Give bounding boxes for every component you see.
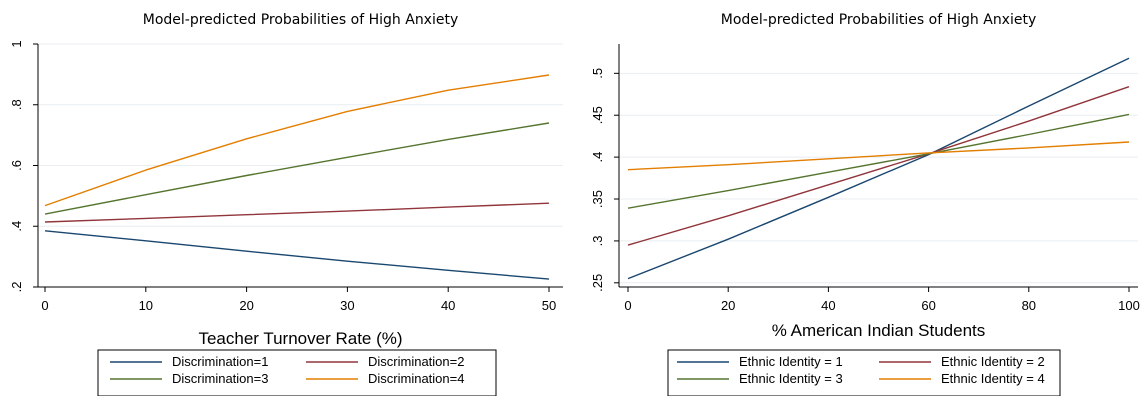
- legend-label-4: Discrimination=4: [368, 371, 464, 386]
- series-line-2: [44, 202, 550, 223]
- y-tick-label: .25: [590, 274, 605, 292]
- y-tick-label: .4: [590, 152, 605, 163]
- y-tick-label: .45: [590, 106, 605, 124]
- y-tick-label: .5: [590, 68, 605, 79]
- x-tick-label: 80: [1022, 298, 1036, 313]
- legend-box: [97, 349, 497, 397]
- legend-label-1: Ethnic Identity = 1: [739, 354, 843, 369]
- series-line-1: [627, 57, 1130, 280]
- y-tick-label: .35: [590, 190, 605, 208]
- chart-title: Model-predicted Probabilities of High An…: [721, 12, 1037, 28]
- legend-label-3: Ethnic Identity = 3: [739, 371, 843, 386]
- chart-title: Model-predicted Probabilities of High An…: [143, 12, 459, 28]
- legend: Ethnic Identity = 1 Ethnic Identity = 2 Et…: [667, 349, 1061, 397]
- x-tick-label: 40: [821, 298, 835, 313]
- x-tick-label: 20: [239, 298, 253, 313]
- legend-label-3: Discrimination=3: [172, 371, 268, 386]
- series-line-3: [627, 113, 1130, 209]
- x-tick-label: 40: [441, 298, 455, 313]
- x-tick-label: 0: [624, 298, 631, 313]
- series-line-3: [44, 122, 550, 215]
- x-tick-label: 20: [721, 298, 735, 313]
- x-tick-label: 0: [41, 298, 48, 313]
- series-line-2: [627, 86, 1130, 246]
- x-tick-label: 30: [340, 298, 354, 313]
- legend-label-2: Ethnic Identity = 2: [941, 354, 1045, 369]
- legend-box: [667, 349, 1061, 397]
- legend-label-2: Discrimination=2: [368, 354, 464, 369]
- y-tick-label: .4: [9, 221, 24, 232]
- legend-label-4: Ethnic Identity = 4: [941, 371, 1045, 386]
- series-line-4: [44, 74, 550, 207]
- y-tick-label: .3: [590, 235, 605, 246]
- chart-panel-2: Model-predicted Probabilities of High An…: [590, 12, 1140, 397]
- y-tick-label: .6: [9, 160, 24, 171]
- legend: Discrimination=1 Discrimination=2 Discrimi…: [97, 349, 497, 397]
- y-tick-label: .8: [9, 99, 24, 110]
- x-tick-label: 50: [542, 298, 556, 313]
- x-tick-label: 10: [139, 298, 153, 313]
- series-line-1: [44, 230, 550, 280]
- x-axis-label: % American Indian Students: [772, 321, 986, 340]
- x-tick-label: 100: [1118, 298, 1140, 313]
- chart-panel-1: Model-predicted Probabilities of High An…: [9, 12, 563, 397]
- legend-label-1: Discrimination=1: [172, 354, 268, 369]
- series-line-4: [627, 141, 1130, 171]
- x-tick-label: 60: [921, 298, 935, 313]
- y-tick-label: 1: [9, 40, 24, 47]
- x-axis-label: Teacher Turnover Rate (%): [198, 329, 402, 348]
- y-tick-label: .2: [9, 282, 24, 293]
